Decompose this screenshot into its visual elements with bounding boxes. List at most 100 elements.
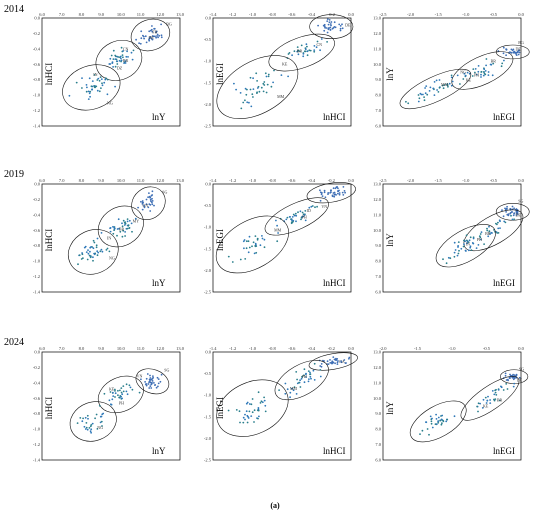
data-point (68, 94, 71, 97)
x-tick-label: 11.0 (137, 346, 145, 351)
data-point (143, 204, 146, 207)
data-point (155, 36, 158, 39)
data-point (250, 105, 253, 108)
data-point (140, 378, 142, 381)
data-point (245, 247, 248, 250)
data-point (319, 189, 321, 192)
data-point (472, 237, 475, 240)
data-point (257, 407, 260, 409)
data-point (497, 221, 499, 224)
data-point (486, 229, 489, 232)
data-point (114, 388, 116, 391)
x-tick-label: -1.4 (209, 12, 217, 17)
x-tick-label: 0.0 (348, 346, 354, 351)
data-point (300, 377, 303, 380)
country-label: BR (119, 226, 125, 231)
data-point (277, 232, 279, 234)
data-point (108, 399, 111, 402)
data-point (108, 250, 111, 253)
data-point (114, 390, 116, 392)
x-tick-label: -1.0 (448, 346, 456, 351)
data-point (463, 239, 465, 242)
data-point (130, 222, 133, 225)
y-tick-label: 9.0 (375, 77, 381, 82)
data-point (125, 383, 128, 386)
data-point (518, 376, 521, 379)
data-point (245, 240, 248, 243)
x-tick-label: -0.5 (490, 178, 498, 183)
x-tick-label: 11.0 (137, 178, 145, 183)
data-point (104, 77, 107, 79)
data-point (86, 414, 89, 417)
data-point (329, 359, 331, 361)
data-point (122, 229, 125, 232)
data-point (256, 92, 258, 94)
data-point (265, 91, 268, 94)
data-point (447, 256, 450, 259)
data-point (78, 254, 81, 256)
data-point (470, 249, 473, 252)
data-point (106, 247, 109, 250)
data-point (265, 75, 268, 78)
data-point (501, 209, 503, 212)
data-point (96, 428, 99, 430)
data-point (436, 89, 438, 91)
data-point (99, 76, 102, 78)
data-point (87, 90, 90, 93)
data-point (121, 397, 123, 400)
data-point (511, 218, 514, 221)
y-tick-label: -1.0 (204, 225, 212, 230)
data-point (116, 60, 119, 63)
data-point (86, 428, 89, 431)
data-point (456, 74, 459, 77)
data-point (100, 420, 103, 423)
scatter-panel: -2.5 -2.0 -1.5 -1.0 -0.5 0.0 13.0 12.0 11.0 10.0 9… (373, 178, 530, 295)
x-tick-label: 9.0 (98, 178, 104, 183)
data-point (495, 394, 498, 396)
cluster-ellipse (268, 33, 335, 72)
data-point (477, 65, 480, 67)
plot-frame (41, 351, 181, 461)
data-point (151, 200, 154, 202)
data-point (247, 240, 250, 243)
data-point (313, 379, 316, 381)
cluster-ellipse (306, 182, 356, 204)
data-point (480, 70, 483, 73)
y-tick-label: -0.2 (33, 31, 40, 36)
data-point (128, 384, 131, 387)
data-point (122, 219, 125, 222)
data-point (240, 107, 243, 110)
data-point (303, 374, 305, 377)
country-label: MM (277, 94, 285, 99)
country-label: BR (491, 59, 497, 64)
data-point (334, 187, 337, 190)
data-point (334, 362, 336, 365)
country-label: NG (109, 256, 115, 261)
data-point (490, 63, 493, 66)
data-point (478, 235, 481, 238)
data-point (495, 388, 497, 391)
data-point (304, 210, 307, 212)
data-point (293, 50, 296, 53)
data-point (323, 25, 326, 28)
data-point (117, 218, 120, 221)
cluster-ellipse (216, 379, 289, 437)
x-tick-label: -0.4 (308, 346, 316, 351)
data-point (157, 36, 160, 39)
data-point (227, 409, 230, 412)
data-point (494, 398, 497, 400)
y-tick-label: -0.5 (204, 37, 212, 42)
y-tick-label: -0.4 (33, 212, 41, 217)
data-point (445, 420, 448, 423)
data-point (252, 241, 255, 244)
data-point (149, 36, 152, 39)
country-label: SG (518, 199, 523, 204)
data-point (254, 245, 257, 247)
data-point (242, 416, 245, 419)
data-point (151, 35, 154, 37)
data-point (242, 421, 245, 424)
data-point (484, 396, 487, 399)
data-point (518, 49, 521, 52)
country-label: PH (302, 215, 307, 220)
data-point (151, 380, 154, 382)
